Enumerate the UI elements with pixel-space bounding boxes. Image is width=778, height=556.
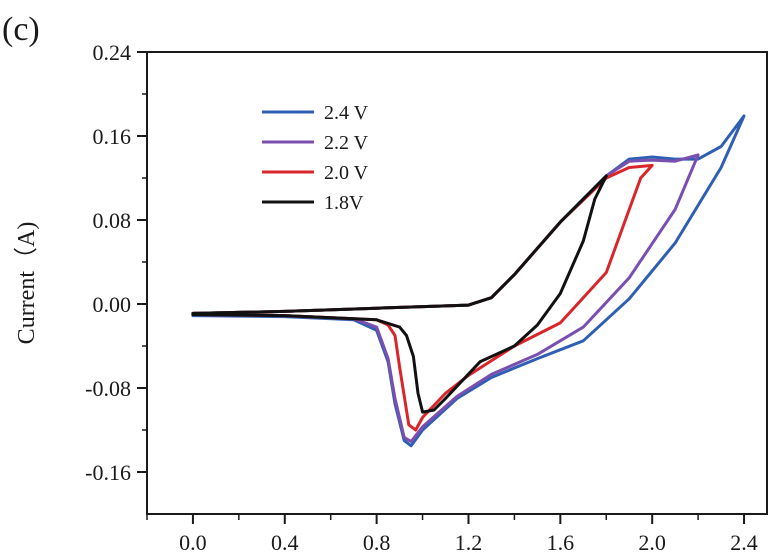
y-tick-label: -0.16 <box>85 460 131 485</box>
series-line-2 <box>191 163 654 432</box>
series-line-3 <box>191 174 608 414</box>
plot-frame <box>146 51 768 515</box>
y-tick-label: -0.08 <box>85 376 131 401</box>
legend-label: 1.8V <box>324 192 364 214</box>
legend-label: 2.0 V <box>324 162 369 184</box>
y-axis-ticks: 0.24 0.16 0.08 0.00 -0.08 -0.16 <box>85 40 147 485</box>
x-tick-label: 0.4 <box>271 530 299 555</box>
y-tick-label: 0.00 <box>93 292 132 317</box>
legend-label: 2.4 V <box>324 102 369 124</box>
x-tick-label: 2.0 <box>638 530 666 555</box>
panel-label: (c) <box>2 11 40 48</box>
legend-label: 2.2 V <box>324 132 369 154</box>
x-tick-label: 0.8 <box>363 530 391 555</box>
x-axis-ticks: 0.0 0.4 0.8 1.2 1.6 2.0 2.4 <box>146 514 758 555</box>
series-line-0 <box>191 114 746 448</box>
series-layer <box>191 114 746 448</box>
y-tick-label: 0.24 <box>93 40 132 65</box>
legend: 2.4 V 2.2 V 2.0 V 1.8V <box>262 102 369 214</box>
y-tick-label: 0.08 <box>93 208 132 233</box>
x-tick-label: 1.6 <box>547 530 575 555</box>
x-tick-label: 2.4 <box>730 530 758 555</box>
x-tick-label: 1.2 <box>455 530 483 555</box>
x-tick-label: 0.0 <box>179 530 207 555</box>
y-tick-label: 0.16 <box>93 124 132 149</box>
y-axis-title: Current（A) <box>14 222 40 345</box>
